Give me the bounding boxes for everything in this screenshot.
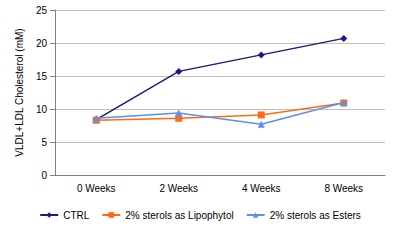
svg-text:15: 15 <box>36 71 48 82</box>
svg-text:4 Weeks: 4 Weeks <box>242 183 281 194</box>
svg-text:0: 0 <box>41 170 47 181</box>
svg-text:2% sterols as Esters: 2% sterols as Esters <box>270 210 361 221</box>
svg-text:2% sterols as Lipophytol: 2% sterols as Lipophytol <box>125 210 233 221</box>
svg-text:10: 10 <box>36 104 48 115</box>
svg-text:25: 25 <box>36 5 48 16</box>
svg-text:20: 20 <box>36 38 48 49</box>
svg-text:2 Weeks: 2 Weeks <box>159 183 198 194</box>
svg-text:8 Weeks: 8 Weeks <box>324 183 363 194</box>
svg-text:VLDL+LDL Cholesterol (mM): VLDL+LDL Cholesterol (mM) <box>14 28 25 156</box>
svg-text:5: 5 <box>41 137 47 148</box>
svg-text:0 Weeks: 0 Weeks <box>77 183 116 194</box>
svg-text:CTRL: CTRL <box>63 210 90 221</box>
